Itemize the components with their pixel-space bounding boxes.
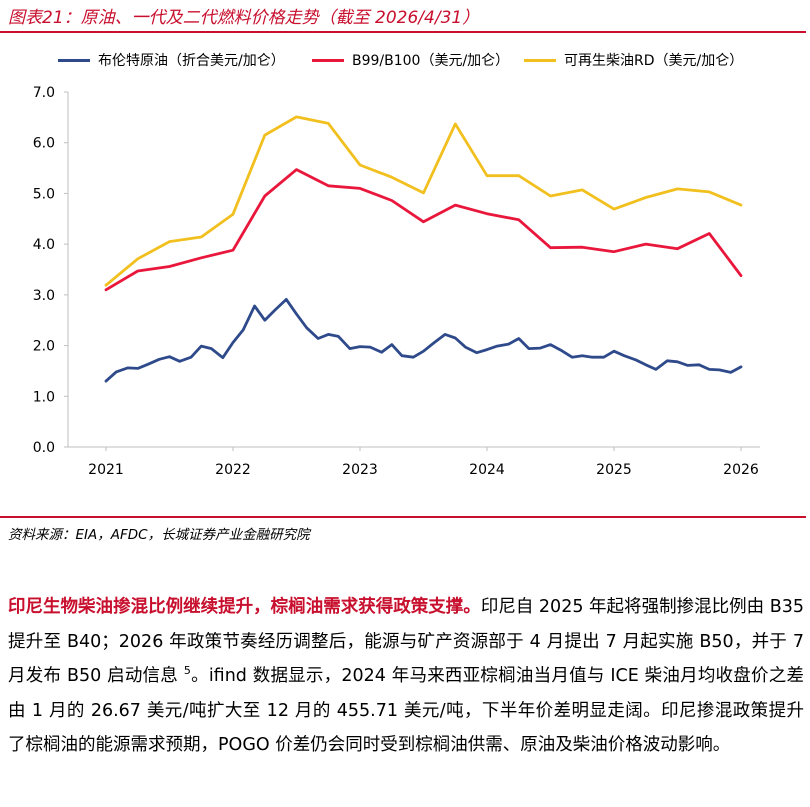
legend-item-brent: 布伦特原油（折合美元/加仑）	[58, 50, 285, 70]
y-tick-label: 3.0	[33, 288, 55, 304]
y-tick-label: 7.0	[33, 85, 55, 101]
legend-label-rd: 可再生柴油RD（美元/加仑）	[564, 53, 744, 69]
series-line-0	[104, 298, 743, 383]
legend-item-rd: 可再生柴油RD（美元/加仑）	[524, 50, 743, 70]
x-tick-label: 2021	[88, 462, 124, 478]
x-tick-label: 2024	[469, 462, 505, 478]
series-line-1	[104, 168, 743, 292]
y-tick-label: 1.0	[33, 389, 55, 405]
x-tick-label: 2025	[596, 462, 632, 478]
legend-swatch-rd	[524, 58, 556, 62]
y-tick-label: 4.0	[33, 237, 55, 253]
y-tick-label: 2.0	[33, 339, 55, 355]
y-tick-label: 6.0	[33, 136, 55, 152]
body-text-2: 。ifind 数据显示，2024 年马来西亚棕榈油当月值与 ICE 柴油月均收盘…	[8, 666, 804, 755]
chart-legend: 布伦特原油（折合美元/加仑） B99/B100（美元/加仑） 可再生柴油RD（美…	[0, 50, 810, 72]
source-divider	[0, 516, 806, 518]
y-tick-label: 0.0	[33, 440, 55, 456]
price-line-chart: 0.0 1.0 2.0 3.0 4.0 5.0 6.0 7.0 2021 2022 2023 2024…	[33, 85, 760, 478]
legend-swatch-b99	[312, 58, 344, 62]
legend-label-brent: 布伦特原油（折合美元/加仑）	[98, 53, 285, 69]
body-text-1: 印尼自 2025 年起将强制掺混比例由 B35 提升至 B40；2026 年政策…	[8, 597, 804, 686]
series-line-2	[104, 115, 743, 287]
body-lead: 印尼生物柴油掺混比例继续提升，棕榈油需求获得政策支撑。	[8, 597, 481, 617]
legend-swatch-brent	[58, 58, 90, 62]
figure-title: 图表21：原油、一代及二代燃料价格走势（截至 2026/4/31）	[8, 8, 480, 28]
title-divider	[0, 31, 806, 33]
x-tick-label: 2022	[215, 462, 251, 478]
x-tick-label: 2026	[723, 462, 759, 478]
legend-item-b99: B99/B100（美元/加仑）	[312, 50, 509, 70]
body-paragraph: 印尼生物柴油掺混比例继续提升，棕榈油需求获得政策支撑。印尼自 2025 年起将强…	[8, 590, 804, 763]
x-tick-label: 2023	[342, 462, 378, 478]
legend-label-b99: B99/B100（美元/加仑）	[352, 53, 510, 69]
footnote-ref: 5	[183, 664, 191, 678]
y-tick-label: 5.0	[33, 186, 55, 202]
source-note: 资料来源：EIA，AFDC，长城证券产业金融研究院	[8, 527, 310, 543]
